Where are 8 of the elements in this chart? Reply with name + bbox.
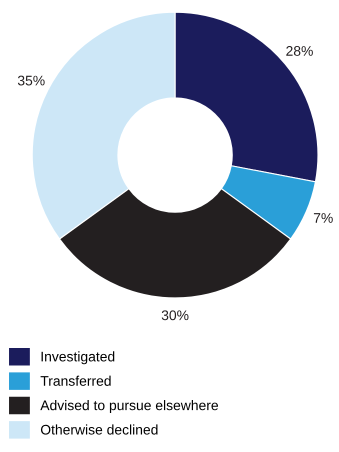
data-label: 35% [18,76,45,86]
data-label: 7% [314,213,333,223]
data-label: 28% [286,46,313,56]
legend-label: Advised to pursue elsewhere [40,400,218,413]
data-label: 30% [162,310,188,320]
legend-label: Transferred [40,376,111,386]
legend-label: Otherwise declined [40,424,158,435]
legend-label: Investigated [42,351,114,364]
